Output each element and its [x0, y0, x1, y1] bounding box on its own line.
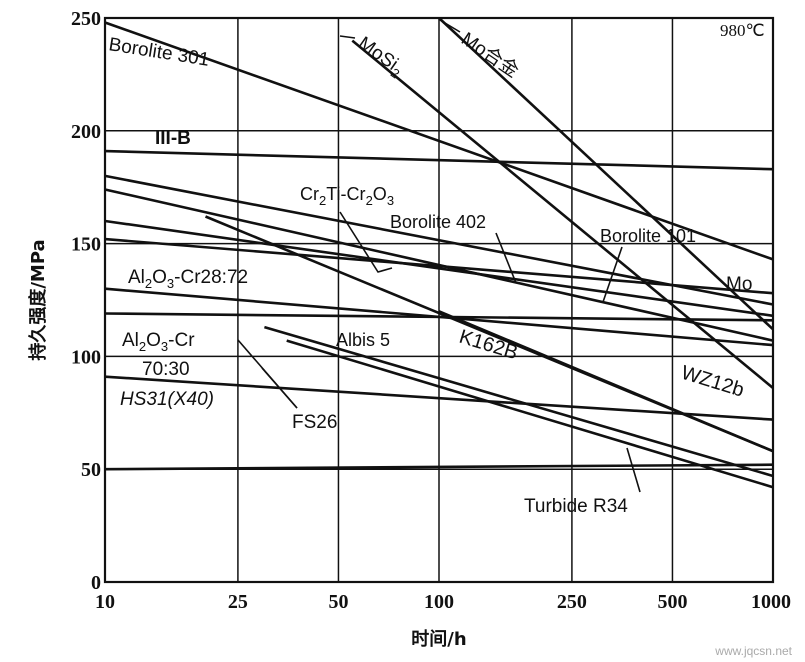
leader-cr2ti — [339, 211, 393, 273]
leader-mosi2 — [339, 35, 356, 39]
x-tick-label: 50 — [328, 591, 348, 613]
y-tick-label: 100 — [71, 346, 101, 368]
al7030-part-a: Al — [122, 330, 139, 351]
plot-frame — [103, 16, 775, 584]
series-line-borolite-301 — [104, 21, 774, 261]
series-line-turbide-r34 — [104, 463, 774, 471]
leader-lines — [237, 19, 641, 493]
series-line-albis-5 — [104, 312, 774, 322]
al7030-part-b: O — [146, 330, 161, 351]
leader-borolite402 — [495, 232, 517, 284]
temperature-annotation: 980℃ — [720, 21, 765, 40]
series-line-mo- — [438, 17, 774, 331]
label-cr2ti-cr2o3: Cr2Ti-Cr2O3 — [300, 184, 394, 208]
x-tick-label: 500 — [657, 591, 687, 613]
al2872-sub-b: 3 — [167, 276, 174, 291]
label-albis5: Albis 5 — [336, 330, 390, 350]
label-al2o3-cr2872: Al2O3-Cr28:72 — [128, 267, 248, 291]
y-tick-labels: 0 50 100 150 200 250 — [71, 8, 101, 594]
label-al2o3-cr7030: Al2O3-Cr — [122, 330, 195, 354]
cr2ti-part-a: Cr — [300, 184, 319, 204]
leader-moalloy — [439, 19, 461, 33]
series-line-wz12b — [438, 310, 774, 453]
y-tick-label: 150 — [71, 234, 101, 256]
al7030-part-c: -Cr — [168, 330, 195, 351]
al2872-sub-a: 2 — [145, 276, 152, 291]
label-borolite101: Borolite 101 — [600, 226, 696, 246]
label-borolite402: Borolite 402 — [390, 212, 486, 232]
watermark: www.jqcsn.net — [714, 644, 792, 658]
x-axis-title: 时间/h — [411, 629, 466, 650]
series-line-mo — [104, 237, 774, 295]
al7030-sub-a: 2 — [139, 339, 146, 354]
cr2ti-sub-a: 2 — [319, 193, 326, 208]
label-iiib: III-B — [155, 128, 191, 149]
label-mo-alloy: Mo合金 — [457, 28, 523, 82]
al2872-part-c: -Cr28:72 — [174, 267, 248, 288]
leader-borolite101 — [602, 246, 623, 303]
x-tick-labels: 10 25 50 100 250 500 1000 — [95, 591, 791, 613]
leader-fs26-b — [261, 367, 298, 409]
al2872-part-a: Al — [128, 267, 145, 288]
cr2ti-part-b: Ti-Cr — [326, 184, 365, 204]
al7030-sub-b: 3 — [161, 339, 168, 354]
label-turbide-r34: Turbide R34 — [524, 496, 628, 517]
label-hs31: HS31(X40) — [120, 389, 214, 410]
leader-turbide — [626, 447, 641, 493]
y-tick-label: 50 — [81, 459, 101, 481]
x-tick-label: 250 — [557, 591, 587, 613]
cr2ti-sub-b: 2 — [366, 193, 373, 208]
series-line-iii-b — [104, 149, 774, 171]
series-line-fs26 — [286, 339, 774, 489]
label-al2o3-cr7030-line2: 70:30 — [142, 359, 190, 380]
series-lines — [104, 17, 774, 489]
y-tick-label: 0 — [91, 572, 101, 594]
label-borolite301: Borolite 301 — [107, 34, 210, 71]
al2872-part-b: O — [152, 267, 167, 288]
x-tick-label: 10 — [95, 591, 115, 613]
cr2ti-part-c: O — [373, 184, 387, 204]
x-tick-label: 1000 — [751, 591, 791, 613]
grid — [104, 17, 774, 583]
x-tick-label: 25 — [228, 591, 248, 613]
label-mo: Mo — [726, 274, 752, 295]
series-line-hs31-x40- — [104, 375, 774, 421]
label-fs26: FS26 — [292, 412, 337, 433]
series-line-al2o3-cr-70-30 — [264, 325, 774, 478]
label-wz12b: WZ12b — [679, 362, 747, 402]
series-line-mosi2 — [351, 39, 774, 390]
y-tick-label: 200 — [71, 121, 101, 143]
cr2ti-sub-c: 3 — [387, 193, 394, 208]
label-mosi2: MoSi2 — [352, 33, 407, 82]
y-axis-title: 持久强度/MPa — [27, 239, 49, 360]
y-tick-label: 250 — [71, 8, 101, 30]
series-line-borolite-101 — [104, 219, 774, 318]
x-tick-label: 100 — [424, 591, 454, 613]
